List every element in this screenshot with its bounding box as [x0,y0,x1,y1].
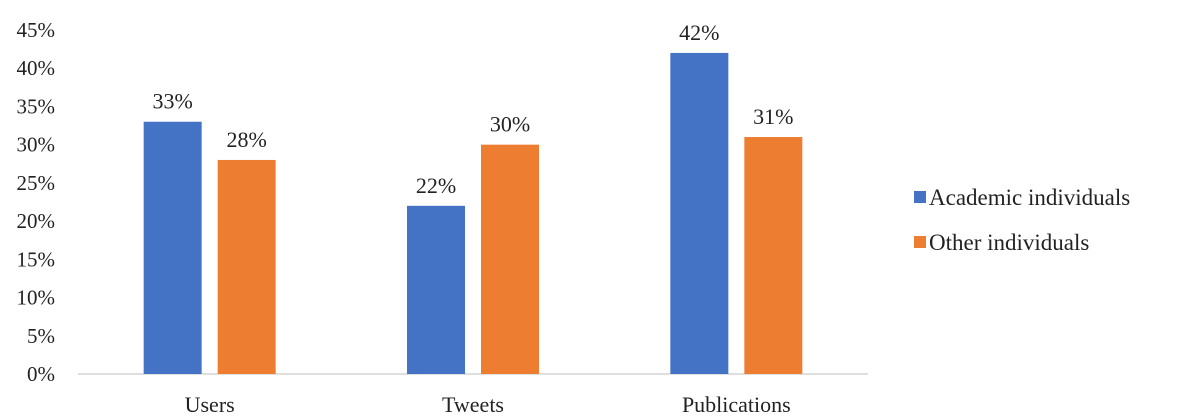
y-tick-label: 25% [17,171,56,195]
data-label: 42% [679,20,719,45]
bar-academic-individuals [670,52,729,374]
data-label: 28% [227,127,267,152]
bar-other-individuals [217,159,276,374]
y-tick-label: 10% [17,286,56,310]
y-tick-label: 15% [17,247,56,271]
y-tick-label: 20% [17,209,56,233]
data-label: 30% [490,112,530,137]
data-label: 31% [753,104,793,129]
bar-other-individuals [744,137,803,374]
y-tick-label: 0% [27,362,55,386]
y-tick-label: 30% [17,133,56,157]
x-category-label: Users [185,392,235,416]
legend-label: Other individuals [929,230,1089,255]
bar-other-individuals [481,144,539,374]
y-tick-label: 40% [17,56,56,80]
y-tick-label: 5% [27,324,55,348]
x-category-label: Tweets [442,392,504,416]
y-tick-label: 35% [17,94,56,118]
legend-swatch [914,191,926,203]
x-category-label: Publications [682,392,791,416]
bar-academic-individuals [407,205,465,374]
data-label: 33% [153,89,193,114]
legend-label: Academic individuals [929,185,1130,210]
y-tick-label: 45% [17,18,56,42]
data-label: 22% [416,173,456,198]
legend-swatch [914,236,926,248]
bar-academic-individuals [143,121,202,374]
